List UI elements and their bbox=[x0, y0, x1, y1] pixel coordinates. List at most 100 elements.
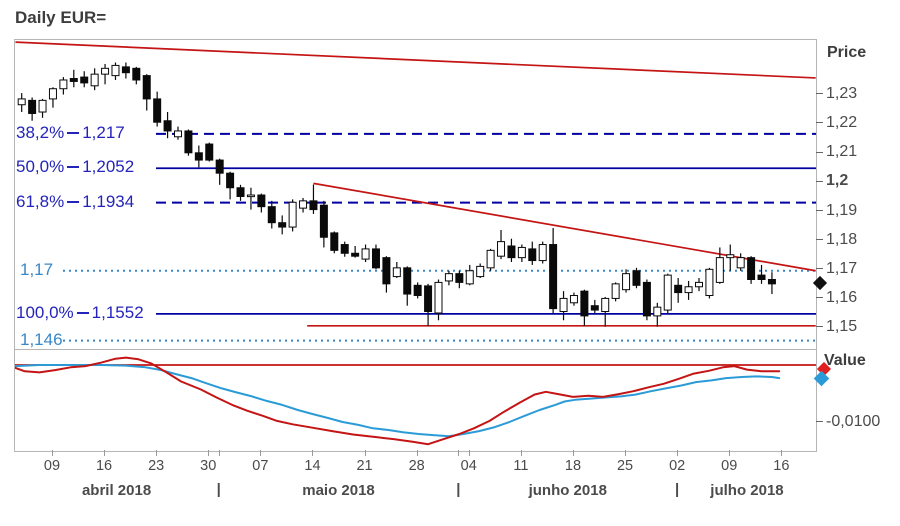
tick-dash-icon bbox=[816, 297, 823, 299]
month-separator: | bbox=[216, 481, 221, 498]
tick-dash-icon bbox=[816, 421, 823, 423]
week-label-23: 23 bbox=[148, 458, 165, 474]
oscillator-blue-line bbox=[15, 364, 781, 438]
x-axis-tick bbox=[218, 450, 220, 456]
candle-body bbox=[747, 257, 756, 280]
price-tick-1-15: 1,15 bbox=[816, 318, 857, 336]
candle-body bbox=[330, 232, 339, 251]
candle-body bbox=[767, 278, 776, 285]
candle-body bbox=[121, 66, 130, 74]
fib-label-618: 61,8% 1,1934 bbox=[16, 191, 135, 211]
x-axis-tick bbox=[156, 450, 158, 456]
tick-dash-icon bbox=[816, 326, 823, 328]
candle-body bbox=[715, 257, 724, 283]
candle-body bbox=[601, 297, 610, 313]
candle-body bbox=[361, 248, 370, 260]
x-axis-tick bbox=[312, 450, 314, 456]
fib-connector-dash bbox=[76, 311, 89, 314]
week-label-02: 02 bbox=[669, 458, 686, 474]
candle-body bbox=[309, 200, 318, 211]
candle-body bbox=[705, 268, 714, 297]
candle-body bbox=[382, 257, 391, 285]
candle-body bbox=[38, 99, 47, 113]
month-label-junho: junho 2018 bbox=[528, 482, 607, 499]
candle-body bbox=[757, 274, 766, 280]
candle-body bbox=[622, 273, 631, 291]
dotted-level-label-1-17: 1,17 bbox=[20, 259, 54, 279]
x-axis-tick bbox=[104, 450, 106, 456]
candle-body bbox=[288, 201, 297, 228]
price-plot bbox=[15, 41, 816, 342]
candle-body bbox=[163, 120, 172, 132]
x-axis-tick bbox=[51, 450, 53, 456]
tick-dash-icon bbox=[816, 122, 823, 124]
value-axis-tick: -0,0100 bbox=[816, 413, 880, 431]
candle-body bbox=[174, 130, 182, 138]
candle-body bbox=[80, 76, 89, 84]
candle-body bbox=[48, 88, 57, 100]
week-label-25: 25 bbox=[616, 458, 634, 474]
x-axis-tick bbox=[625, 450, 627, 456]
candle-body bbox=[424, 285, 433, 313]
x-axis-tick bbox=[572, 450, 574, 456]
value-panel[interactable] bbox=[14, 349, 817, 452]
dotted-level-label-1-146: 1,146 bbox=[20, 329, 63, 349]
price-tick-1-19: 1,19 bbox=[816, 202, 857, 220]
candle-body bbox=[434, 281, 443, 314]
month-separator: | bbox=[675, 481, 680, 498]
candle-body bbox=[726, 254, 735, 259]
price-tick-1-21: 1,21 bbox=[816, 143, 857, 161]
price-tick-1-16: 1,16 bbox=[816, 289, 857, 307]
candle-body bbox=[695, 281, 703, 288]
candle-body bbox=[371, 248, 380, 269]
candle-body bbox=[17, 98, 26, 106]
candle-body bbox=[90, 73, 99, 87]
x-axis-tick bbox=[364, 450, 366, 456]
fib-label-382: 38,2% 1,217 bbox=[16, 122, 125, 142]
candle-body bbox=[590, 305, 599, 311]
tick-dash-icon bbox=[816, 238, 823, 240]
week-label-28: 28 bbox=[408, 458, 425, 474]
price-tick-1-18: 1,18 bbox=[816, 231, 857, 249]
x-axis-tick bbox=[468, 450, 470, 456]
chart-title: Daily EUR= bbox=[15, 8, 107, 27]
candle-body bbox=[580, 290, 589, 317]
candle-body bbox=[111, 64, 120, 77]
candle-body bbox=[632, 270, 641, 286]
candle-body bbox=[184, 130, 193, 154]
candle-body bbox=[246, 194, 255, 198]
week-label-16: 16 bbox=[773, 458, 790, 474]
candle-body bbox=[28, 99, 37, 114]
x-axis-tick bbox=[260, 450, 262, 456]
tick-dash-icon bbox=[816, 93, 823, 95]
x-axis-tick bbox=[729, 450, 731, 456]
candle-body bbox=[69, 78, 78, 82]
tick-dash-icon bbox=[816, 151, 823, 153]
month-label-maio: maio 2018 bbox=[302, 482, 375, 499]
candle-body bbox=[663, 274, 672, 311]
candle-body bbox=[684, 286, 693, 294]
fib-connector-dash bbox=[67, 166, 80, 169]
candle-body bbox=[205, 143, 214, 161]
candle-body bbox=[226, 172, 235, 189]
fib-label-1000: 100,0% 1,1552 bbox=[16, 302, 144, 322]
week-label-14: 14 bbox=[304, 458, 321, 474]
candle-body bbox=[497, 241, 506, 257]
candle-body bbox=[476, 265, 485, 278]
candle-body bbox=[444, 273, 453, 282]
tick-dash-icon bbox=[816, 180, 823, 182]
month-separator: | bbox=[456, 481, 461, 498]
candle-body bbox=[674, 284, 683, 294]
fib-label-500: 50,0% 1,2052 bbox=[16, 157, 135, 177]
candle-body bbox=[559, 297, 568, 313]
candle-body bbox=[653, 306, 662, 317]
price-panel[interactable] bbox=[14, 39, 817, 350]
candle-body bbox=[642, 281, 651, 317]
candle-body bbox=[101, 67, 110, 75]
candle-body bbox=[278, 222, 287, 228]
candle-body bbox=[153, 98, 162, 123]
candle-body bbox=[455, 273, 464, 283]
tick-dash-icon bbox=[816, 268, 823, 270]
week-label-07: 07 bbox=[252, 458, 269, 474]
